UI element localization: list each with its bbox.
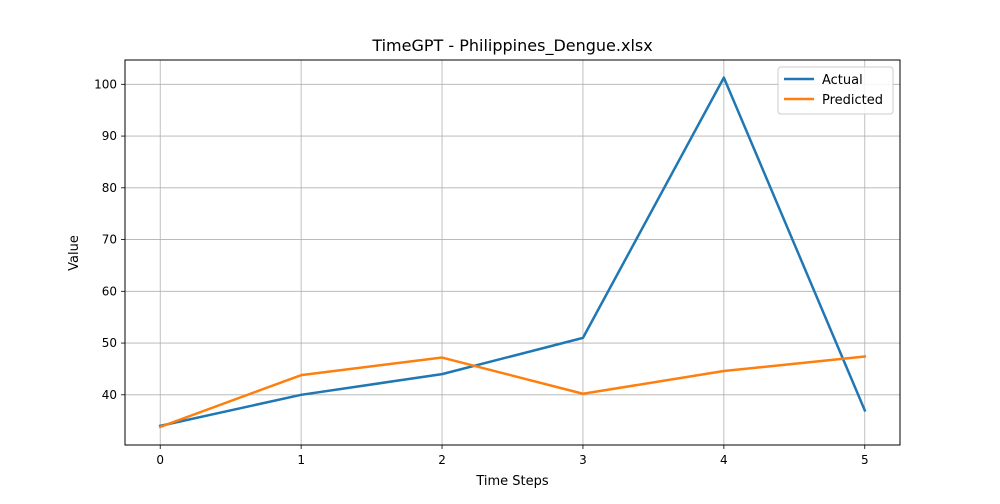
legend-label-predicted: Predicted <box>822 93 883 108</box>
x-tick-label: 2 <box>438 453 446 467</box>
y-tick-label: 60 <box>102 284 117 298</box>
chart-legend: Actual Predicted <box>778 67 893 114</box>
x-tick-label: 5 <box>861 453 869 467</box>
y-tick-label: 40 <box>102 388 117 402</box>
y-tick-label: 80 <box>102 181 117 195</box>
legend-label-actual: Actual <box>822 73 863 88</box>
y-tick-label: 50 <box>102 336 117 350</box>
y-axis-label: Value <box>67 235 82 271</box>
x-tick-label: 1 <box>297 453 305 467</box>
x-axis-label: Time Steps <box>475 474 549 489</box>
y-tick-label: 100 <box>94 77 117 91</box>
x-tick-label: 0 <box>156 453 164 467</box>
x-tick-label: 3 <box>579 453 587 467</box>
x-tick-label: 4 <box>720 453 728 467</box>
y-tick-label: 70 <box>102 233 117 247</box>
y-tick-label: 90 <box>102 129 117 143</box>
chart-title: TimeGPT - Philippines_Dengue.xlsx <box>371 36 652 56</box>
